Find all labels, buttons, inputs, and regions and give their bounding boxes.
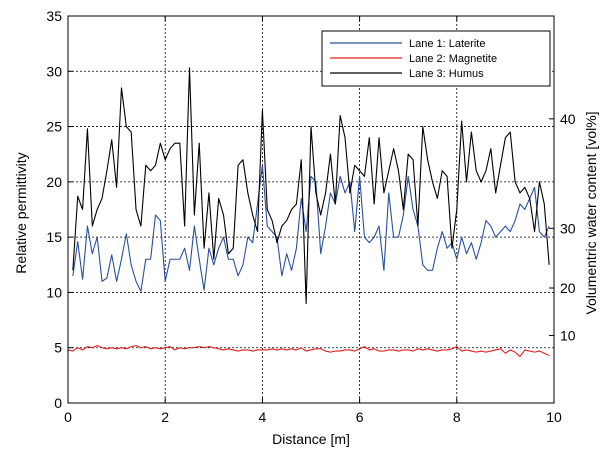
y-tick-label: 35 (46, 8, 62, 24)
y-tick-label: 30 (46, 63, 62, 79)
legend: Lane 1: Laterite Lane 2: Magnetite Lane 3:… (321, 30, 551, 87)
series-line-lane-1 (72, 164, 550, 292)
y-tick-label: 25 (46, 119, 62, 135)
y2-axis-label: Volumentric water content [vol%] (583, 111, 599, 314)
series-line-lane-3 (72, 67, 550, 305)
x-tick-label: 8 (453, 409, 461, 425)
y-tick-label: 0 (54, 395, 62, 411)
series-layer (67, 67, 550, 358)
x-axis-label: Distance [m] (272, 431, 350, 447)
legend-label: Lane 3: Humus (409, 68, 484, 80)
tick-layer: 0 2 4 6 8 10 0 5 10 15 20 25 30 35 10 20 30 40 (46, 8, 575, 425)
y2-tick-label: 20 (560, 280, 576, 296)
x-tick-label: 4 (259, 409, 267, 425)
y2-tick-label: 10 (560, 328, 576, 344)
y2-tick-label: 40 (560, 111, 576, 127)
x-tick-label: 0 (64, 409, 72, 425)
y-axis-label: Relative permittivity (13, 152, 29, 273)
y-tick-label: 20 (46, 174, 62, 190)
x-tick-label: 6 (356, 409, 364, 425)
series-line-lane-2 (67, 344, 550, 358)
y-tick-label: 5 (54, 340, 62, 356)
x-tick-label: 2 (161, 409, 169, 425)
y-tick-label: 10 (46, 284, 62, 300)
x-tick-label: 10 (546, 409, 562, 425)
legend-label: Lane 2: Magnetite (409, 53, 497, 65)
y2-tick-label: 30 (560, 220, 576, 236)
plot-frame (67, 15, 555, 404)
legend-label: Lane 1: Laterite (409, 38, 485, 50)
y-tick-label: 15 (46, 229, 62, 245)
